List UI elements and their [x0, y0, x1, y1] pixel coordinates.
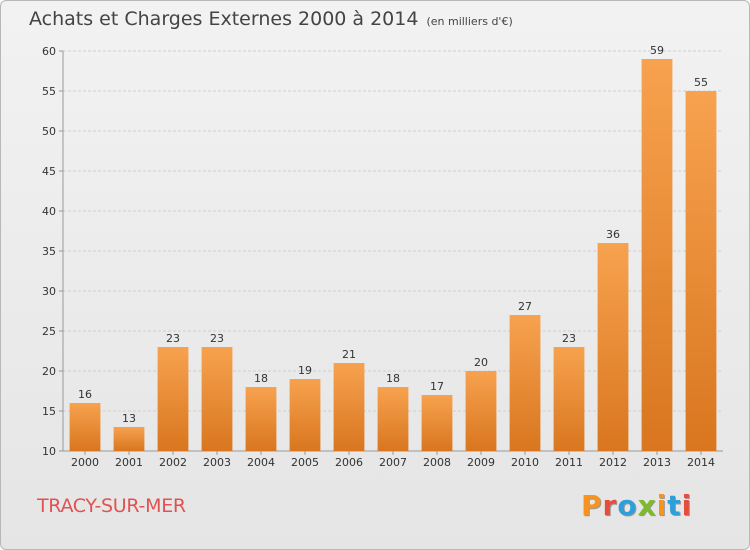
- bar-2004: [245, 387, 277, 451]
- chart-subtitle: (en milliers d'€): [426, 15, 513, 28]
- x-tick-label: 2008: [423, 456, 451, 469]
- place-name: TRACY-SUR-MER: [37, 495, 186, 517]
- bar-2000: [69, 403, 101, 451]
- data-label: 23: [562, 332, 576, 345]
- y-tick-label: 50: [42, 125, 56, 138]
- x-tick-label: 2002: [159, 456, 187, 469]
- y-tick-label: 20: [42, 365, 56, 378]
- x-tick-label: 2003: [203, 456, 231, 469]
- brand-logo-letter: t: [667, 489, 682, 522]
- bar-2013: [641, 59, 673, 451]
- x-tick-label: 2011: [555, 456, 583, 469]
- y-tick-label: 45: [42, 165, 56, 178]
- bar-2006: [333, 363, 365, 451]
- data-label: 18: [386, 372, 400, 385]
- labels: 10 15 20 25 30 35 40 45 50 55 60 2000 16 2001 13 2002 23…: [42, 44, 715, 469]
- bar-2009: [465, 371, 497, 451]
- y-tick-label: 15: [42, 405, 56, 418]
- data-label: 16: [78, 388, 92, 401]
- x-tick-label: 2005: [291, 456, 319, 469]
- title-text: Achats et Charges Externes 2000 à 2014: [29, 8, 419, 30]
- x-tick-label: 2007: [379, 456, 407, 469]
- bar-2008: [421, 395, 453, 451]
- x-tick-label: 2013: [643, 456, 671, 469]
- bar-2003: [201, 347, 233, 451]
- x-tick-label: 2009: [467, 456, 495, 469]
- x-tick-label: 2000: [71, 456, 99, 469]
- x-tick-label: 2010: [511, 456, 539, 469]
- y-tick-label: 35: [42, 245, 56, 258]
- brand-logo-letter: i: [656, 489, 668, 522]
- bar-2002: [157, 347, 189, 451]
- brand-logo-letter: i: [681, 489, 693, 522]
- brand-logo-letter: r: [602, 489, 618, 522]
- y-tick-label: 55: [42, 85, 56, 98]
- y-tick-label: 60: [42, 45, 56, 58]
- data-label: 59: [650, 44, 664, 57]
- bars: [69, 59, 717, 451]
- bar-2005: [289, 379, 321, 451]
- chart-title: Achats et Charges Externes 2000 à 2014 (e…: [29, 8, 513, 30]
- brand-logo: Proxiti: [581, 489, 692, 522]
- y-tick-label: 30: [42, 285, 56, 298]
- data-label: 23: [210, 332, 224, 345]
- x-tick-label: 2006: [335, 456, 363, 469]
- brand-logo-letter: o: [617, 489, 638, 522]
- x-tick-label: 2014: [687, 456, 715, 469]
- bar-2014: [685, 91, 717, 451]
- bar-2011: [553, 347, 585, 451]
- data-label: 17: [430, 380, 444, 393]
- data-label: 20: [474, 356, 488, 369]
- bar-2010: [509, 315, 541, 451]
- data-label: 13: [122, 412, 136, 425]
- data-label: 27: [518, 300, 532, 313]
- x-tick-label: 2001: [115, 456, 143, 469]
- y-tick-label: 10: [42, 445, 56, 458]
- data-label: 19: [298, 364, 312, 377]
- bar-2012: [597, 243, 629, 451]
- data-label: 21: [342, 348, 356, 361]
- brand-logo-letter: x: [637, 489, 657, 522]
- data-label: 55: [694, 76, 708, 89]
- x-tick-label: 2004: [247, 456, 275, 469]
- y-tick-label: 25: [42, 325, 56, 338]
- data-label: 23: [166, 332, 180, 345]
- data-label: 36: [606, 228, 620, 241]
- brand-logo-letter: P: [581, 489, 603, 522]
- data-label: 18: [254, 372, 268, 385]
- bar-2001: [113, 427, 145, 451]
- y-tick-label: 40: [42, 205, 56, 218]
- bar-2007: [377, 387, 409, 451]
- x-tick-label: 2012: [599, 456, 627, 469]
